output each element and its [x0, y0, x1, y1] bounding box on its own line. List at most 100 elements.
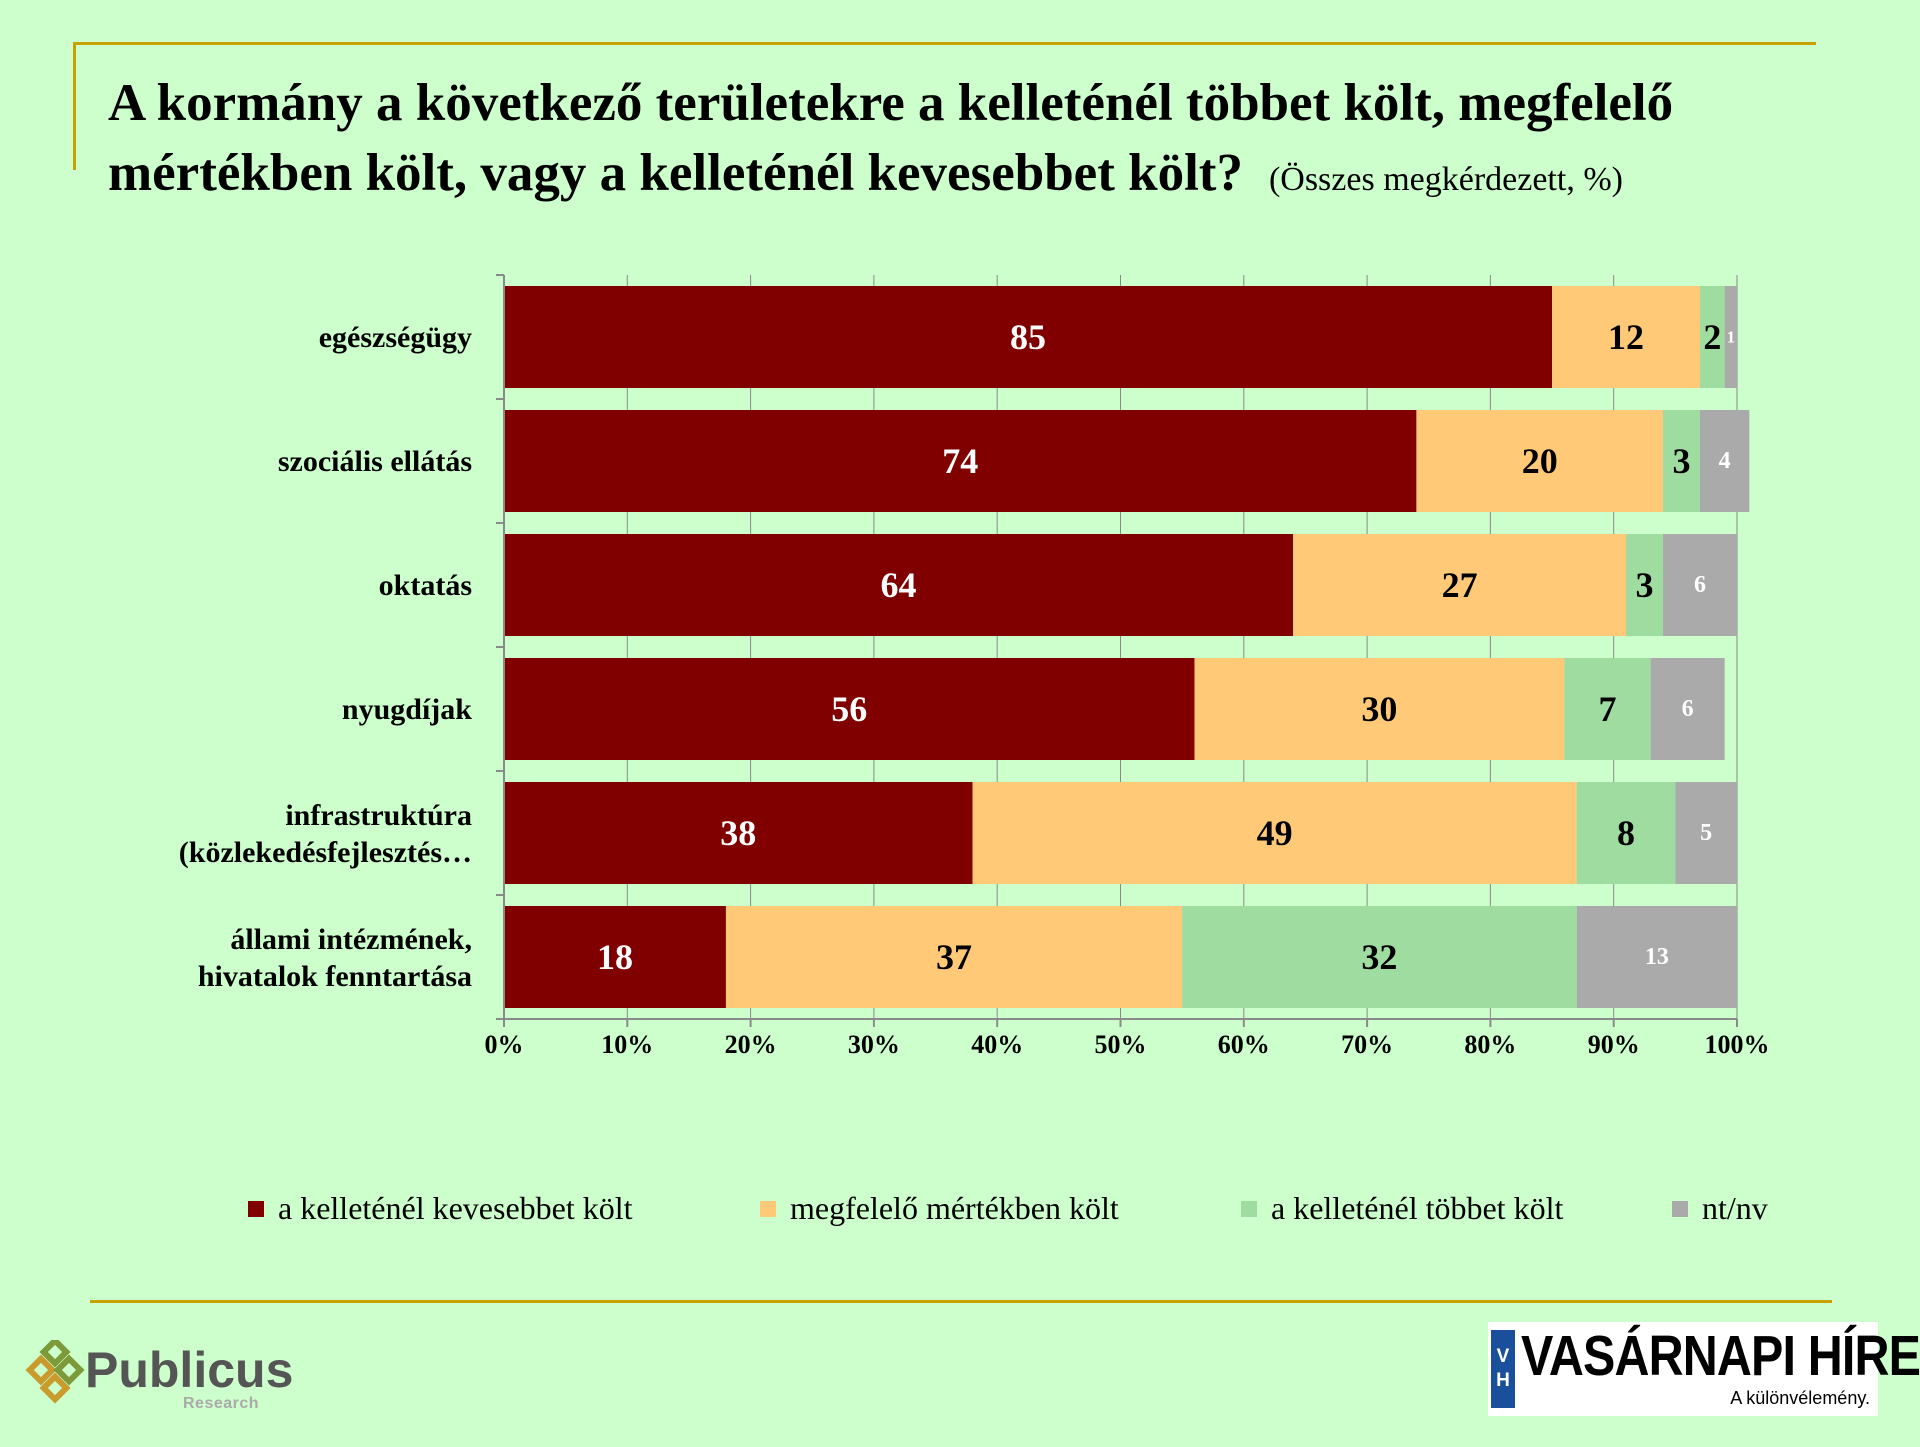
- data-label: 2: [1703, 317, 1721, 357]
- publicus-logo: Publicus Research: [25, 1340, 293, 1415]
- x-tick-label: 60%: [1218, 1030, 1270, 1059]
- x-tick-label: 0%: [485, 1030, 524, 1059]
- category-label-line: infrastruktúra: [285, 799, 472, 832]
- legend-label: a kelleténél többet költ: [1271, 1190, 1564, 1226]
- bar-segment: [1724, 286, 1737, 388]
- legend-swatch: [1672, 1200, 1688, 1217]
- bar-segment: [504, 658, 1195, 760]
- publicus-sub: Research: [183, 1395, 260, 1412]
- bar-segment: [1564, 658, 1651, 760]
- category-label: infrastruktúra (közlekedésfejlesztés…: [179, 799, 472, 869]
- bar-segment: [1626, 534, 1664, 636]
- category-label-line: állami intézmének,: [230, 923, 472, 956]
- publicus-diamond-icon: [25, 1340, 85, 1404]
- publicus-name: Publicus: [85, 1342, 294, 1398]
- data-label: 3: [1673, 441, 1691, 481]
- bottom-rule: [90, 1300, 1832, 1303]
- vasarnapi-hirek-logo: V H VASÁRNAPI HÍREK A különvélemény.: [1488, 1322, 1920, 1416]
- data-label: 20: [1522, 441, 1558, 481]
- category-label: nyugdíjak: [342, 693, 472, 726]
- x-tick-label: 90%: [1588, 1030, 1640, 1059]
- vh-badge-top: V: [1496, 1346, 1510, 1367]
- x-tick-label: 80%: [1464, 1030, 1516, 1059]
- bar-segment: [1552, 286, 1701, 388]
- legend-item: a kelleténél kevesebbet költ: [248, 1190, 633, 1227]
- title-note: (Összes megkérdezett, %): [1268, 161, 1623, 198]
- data-label: 56: [831, 689, 867, 729]
- chart-legend: a kelleténél kevesebbet költ megfelelő mé…: [0, 1190, 1920, 1230]
- category-label: állami intézmének, hivatalok fenntartása: [198, 923, 472, 993]
- bar-segment: [1700, 410, 1750, 512]
- category-label: oktatás: [379, 569, 472, 602]
- category-label: szociális ellátás: [278, 445, 472, 478]
- data-label: 4: [1719, 448, 1731, 474]
- category-label-line: szociális ellátás: [278, 445, 472, 478]
- x-tick-label: 70%: [1341, 1030, 1393, 1059]
- x-tick-label: 20%: [725, 1030, 777, 1059]
- bar-segment: [1416, 410, 1664, 512]
- data-label: 37: [936, 937, 972, 977]
- data-label: 7: [1599, 689, 1617, 729]
- chart-title: A kormány a következő területekre a kell…: [108, 68, 1888, 215]
- legend-label: megfelelő mértékben költ: [790, 1190, 1119, 1226]
- bar-segment: [504, 906, 726, 1008]
- title-main: A kormány a következő területekre a kell…: [108, 74, 1674, 202]
- x-tick-label: 50%: [1095, 1030, 1147, 1059]
- legend-label: nt/nv: [1702, 1190, 1768, 1226]
- data-label: 85: [1010, 317, 1046, 357]
- bar-segment: [504, 410, 1417, 512]
- data-label: 74: [942, 441, 978, 481]
- legend-swatch: [1241, 1200, 1257, 1217]
- legend-item: nt/nv: [1672, 1190, 1768, 1227]
- legend-swatch: [760, 1200, 776, 1217]
- data-label: 8: [1617, 813, 1635, 853]
- x-tick-label: 100%: [1705, 1030, 1770, 1059]
- category-label-line: (közlekedésfejlesztés…: [179, 836, 472, 869]
- bar-segment: [972, 782, 1577, 884]
- vh-badge: V H: [1491, 1330, 1515, 1408]
- legend-label: a kelleténél kevesebbet költ: [278, 1190, 633, 1226]
- data-label: 13: [1645, 944, 1669, 970]
- data-label: 30: [1361, 689, 1397, 729]
- stacked-bar-chart: 85 12 2 1 egészségügy 74 20 3 4 szociális ellátás…: [179, 274, 1770, 1059]
- vh-badge-bottom: H: [1496, 1370, 1510, 1391]
- data-label: 18: [597, 937, 633, 977]
- data-label: 38: [720, 813, 756, 853]
- legend-swatch: [248, 1200, 264, 1217]
- data-label: 64: [881, 565, 917, 605]
- legend-item: a kelleténél többet költ: [1241, 1190, 1563, 1227]
- data-label: 6: [1694, 572, 1706, 598]
- data-label: 12: [1608, 317, 1644, 357]
- data-label: 49: [1257, 813, 1293, 853]
- bar-segment: [1182, 906, 1577, 1008]
- vh-name: VASÁRNAPI HÍREK: [1521, 1324, 1920, 1388]
- data-label: 1: [1727, 328, 1736, 347]
- category-label-line: hivatalok fenntartása: [198, 960, 472, 993]
- bar-segment: [1650, 658, 1725, 760]
- bar-segment: [504, 286, 1553, 388]
- data-label: 6: [1682, 696, 1694, 722]
- x-tick-label: 40%: [971, 1030, 1023, 1059]
- vh-tagline: A különvélemény.: [1730, 1388, 1870, 1408]
- bar-segment: [1700, 286, 1725, 388]
- data-label: 32: [1361, 937, 1397, 977]
- bar-segment: [1576, 906, 1737, 1008]
- category-label-line: nyugdíjak: [342, 693, 472, 726]
- data-label: 27: [1442, 565, 1478, 605]
- bar-segment: [1194, 658, 1565, 760]
- bar-segment: [504, 782, 973, 884]
- left-rule: [73, 42, 76, 170]
- category-label: egészségügy: [319, 321, 472, 354]
- top-rule: [73, 42, 1816, 45]
- bar-segment: [725, 906, 1183, 1008]
- bar-segment: [1293, 534, 1627, 636]
- bar-segment: [1663, 534, 1737, 636]
- bar-segment: [504, 534, 1294, 636]
- category-label-line: oktatás: [379, 569, 472, 602]
- bar-segment: [1576, 782, 1676, 884]
- legend-item: megfelelő mértékben költ: [760, 1190, 1119, 1227]
- data-label: 3: [1636, 565, 1654, 605]
- bar-segment: [1663, 410, 1701, 512]
- bar-segment: [1675, 782, 1737, 884]
- x-tick-label: 30%: [848, 1030, 900, 1059]
